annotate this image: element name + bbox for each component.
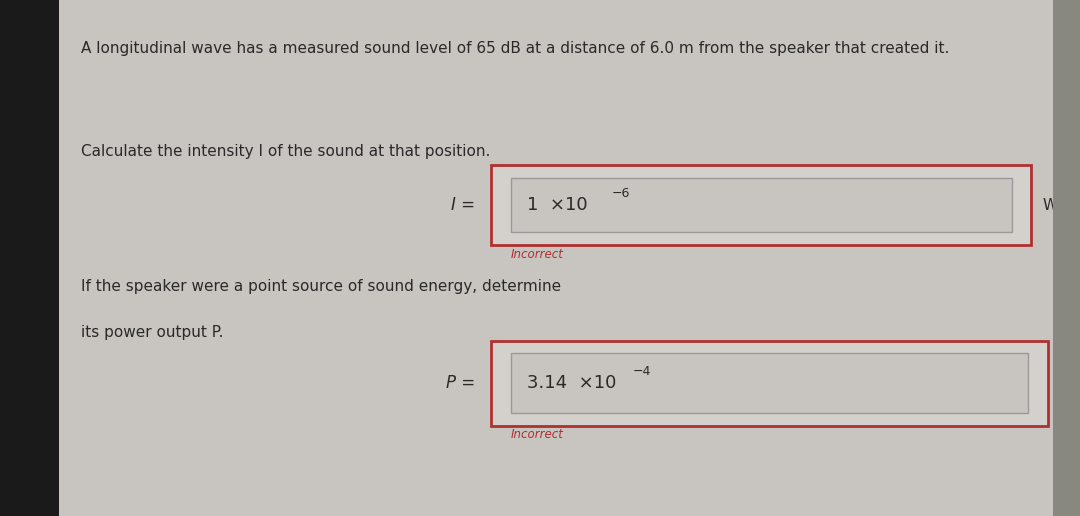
- Text: A longitudinal wave has a measured sound level of 65 dB at a distance of 6.0 m f: A longitudinal wave has a measured sound…: [81, 41, 949, 56]
- Text: its power output P.: its power output P.: [81, 325, 224, 340]
- Text: −6: −6: [611, 187, 630, 200]
- FancyBboxPatch shape: [491, 165, 1031, 245]
- FancyBboxPatch shape: [511, 178, 1012, 232]
- FancyBboxPatch shape: [511, 353, 1028, 413]
- Text: W/m²: W/m²: [1042, 198, 1080, 213]
- Text: 1  ×10: 1 ×10: [527, 196, 588, 214]
- Text: W: W: [1058, 376, 1074, 391]
- Text: 3.14  ×10: 3.14 ×10: [527, 374, 617, 392]
- Text: Incorrect: Incorrect: [511, 248, 564, 261]
- Text: P =: P =: [446, 374, 475, 392]
- FancyBboxPatch shape: [0, 0, 59, 516]
- Text: I =: I =: [451, 196, 475, 214]
- Text: −4: −4: [633, 365, 651, 378]
- Text: If the speaker were a point source of sound energy, determine: If the speaker were a point source of so…: [81, 279, 562, 294]
- FancyBboxPatch shape: [1053, 0, 1080, 516]
- FancyBboxPatch shape: [491, 341, 1048, 426]
- Text: Incorrect: Incorrect: [511, 428, 564, 441]
- Text: Calculate the intensity I of the sound at that position.: Calculate the intensity I of the sound a…: [81, 144, 490, 159]
